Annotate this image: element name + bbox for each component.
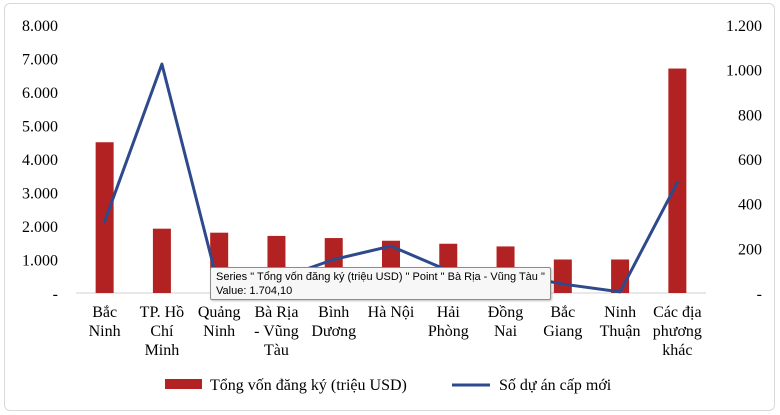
category-label: Bắc Giang (543, 304, 582, 340)
tooltip: Series " Tổng vốn đăng ký (triệu USD) " … (210, 267, 551, 300)
category-label: Bình Dương (311, 304, 356, 340)
category-label: TP. Hồ Chí Minh (140, 304, 184, 359)
right-tick-label: - (757, 286, 762, 303)
left-tick-label: 8.000 (22, 18, 58, 35)
right-tick-label: 1.000 (726, 63, 762, 80)
category-label: Bà Rịa - Vũng Tàu (254, 304, 299, 359)
category-label: Hải Phòng (428, 304, 469, 340)
line-series (103, 62, 679, 294)
left-tick-label: 3.000 (22, 186, 58, 203)
right-tick-label: 600 (738, 152, 762, 169)
category-label: Các địa phương khác (653, 304, 702, 359)
right-tick-label: 200 (738, 241, 762, 258)
legend-label-line: Số dự án cấp mới (499, 377, 612, 394)
bar (553, 259, 572, 293)
left-tick-label: 1.000 (22, 253, 58, 270)
category-label: Bắc Ninh (89, 304, 121, 340)
bar (668, 68, 687, 293)
bar (611, 259, 630, 293)
right-tick-label: 1.200 (726, 18, 762, 35)
left-axis: - 1.000 2.000 3.000 4.000 5.000 6.000 7.000 8.00… (22, 18, 58, 303)
bar (152, 228, 171, 293)
left-tick-label: 4.000 (22, 152, 58, 169)
category-label: Hà Nội (368, 304, 415, 321)
right-tick-label: 800 (738, 107, 762, 124)
chart-frame (4, 3, 775, 411)
category-label: Đồng Nai (488, 304, 524, 340)
tooltip-line-1: Series " Tổng vốn đăng ký (triệu USD) " … (216, 271, 545, 283)
right-tick-label: 400 (738, 197, 762, 214)
legend: Tổng vốn đăng ký (triệu USD) Số dự án cấ… (165, 377, 612, 394)
legend-swatch-bar (165, 379, 202, 389)
legend-label-bar: Tổng vốn đăng ký (triệu USD) (210, 377, 407, 394)
left-tick-label: 7.000 (22, 52, 58, 69)
bar-series (95, 68, 687, 293)
category-label: Quảng Ninh (198, 304, 241, 340)
left-tick-label: 5.000 (22, 119, 58, 136)
left-tick-label: - (53, 286, 58, 303)
category-labels: Bắc Ninh TP. Hồ Chí Minh Quảng Ninh Bà Rịa - Vũn… (89, 304, 702, 359)
left-tick-label: 2.000 (22, 219, 58, 236)
right-axis: - 200 400 600 800 1.000 1.200 (726, 18, 762, 303)
tooltip-line-2: Value: 1.704,10 (216, 285, 293, 297)
left-tick-label: 6.000 (22, 85, 58, 102)
category-label: Ninh Thuận (600, 304, 641, 340)
